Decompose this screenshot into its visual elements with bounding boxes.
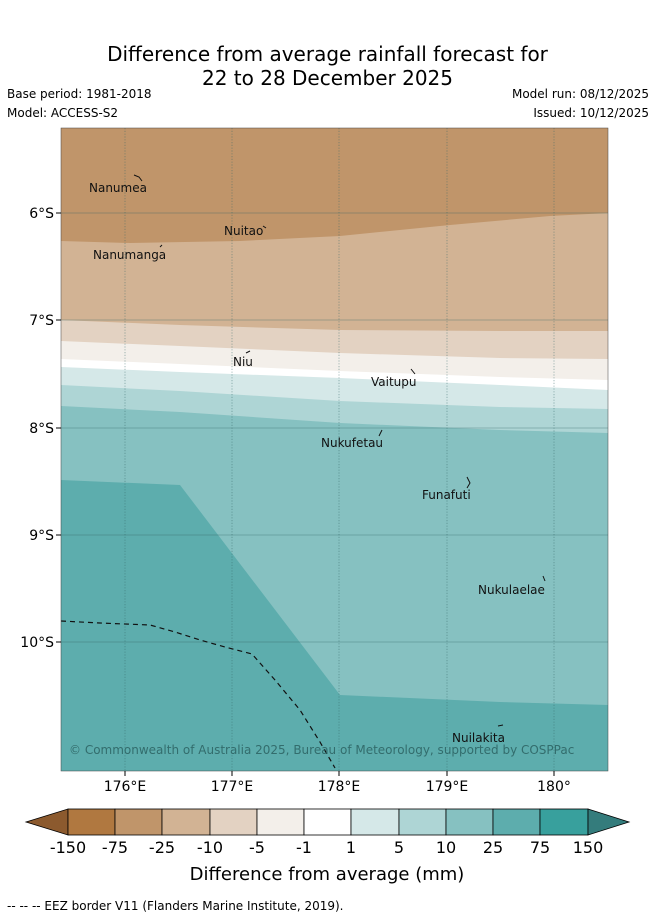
colorbar-swatch: [161, 808, 211, 836]
model-name: Model: ACCESS-S2: [7, 106, 119, 120]
lon-label: 178°E: [318, 779, 361, 795]
graticule-lon: [124, 128, 555, 771]
niu-atoll: [245, 350, 251, 354]
colorbar-swatch: [209, 808, 258, 836]
place-label: Vaitupu: [371, 375, 417, 389]
nukulaelae-atoll: [542, 575, 546, 582]
colorbar-tick: -75: [102, 838, 128, 857]
colorbar-swatch: [398, 808, 447, 836]
place-label: Nukulaelae: [478, 583, 545, 597]
copyright-notice: © Commonwealth of Australia 2025, Bureau…: [69, 743, 574, 757]
colorbar-swatch: [350, 808, 400, 836]
colorbar-swatch: [67, 808, 116, 836]
place-label: Nuilakita: [452, 731, 505, 745]
nanumea-atoll: [133, 174, 143, 182]
eez-border: [61, 620, 336, 769]
lat-label: 10°S: [20, 635, 54, 651]
nuitao-atoll: [262, 225, 267, 229]
lon-label: 179°E: [426, 779, 469, 795]
colorbar-swatch: [114, 808, 163, 836]
nukufetau-atoll: [378, 429, 383, 437]
nuilakita-atoll: [497, 724, 504, 727]
lat-label: 9°S: [29, 528, 54, 544]
colorbar-tick: 5: [394, 838, 404, 857]
colorbar-tick: -10: [197, 838, 223, 857]
map-frame: [60, 127, 609, 772]
atolls: [133, 174, 546, 727]
colorbar-tick: -5: [249, 838, 265, 857]
lon-label: 177°E: [211, 779, 254, 795]
band-minus75-minus25: [61, 128, 608, 243]
title-line-2: 22 to 28 December 2025: [201, 66, 453, 90]
colorbar-high-arrow: [587, 808, 631, 836]
colorbar-low-arrow: [24, 808, 69, 836]
lat-label: 7°S: [29, 313, 54, 329]
issued-date: Issued: 10/12/2025: [533, 106, 649, 120]
colorbar-swatch: [492, 808, 541, 836]
title-line-1: Difference from average rainfall forecas…: [107, 42, 548, 66]
nanumanga-atoll: [159, 244, 163, 248]
eez-footnote: -- -- -- EEZ border V11 (Flanders Marine…: [7, 899, 344, 913]
colorbar-tick: 150: [573, 838, 604, 857]
colorbar: [24, 808, 631, 836]
colorbar-swatch: [445, 808, 494, 836]
place-label: Nuitao: [224, 224, 263, 238]
colorbar-swatch: [256, 808, 305, 836]
chart-title: Difference from average rainfall forecas…: [0, 42, 655, 90]
colorbar-label: Difference from average (mm): [190, 864, 465, 885]
colorbar-tick: 25: [483, 838, 503, 857]
lon-label: 176°E: [104, 779, 147, 795]
lat-label: 6°S: [29, 206, 54, 222]
colorbar-tick: -25: [149, 838, 175, 857]
model-run: Model run: 08/12/2025: [511, 87, 649, 101]
lat-axis: 6°S 7°S 8°S 9°S 10°S: [20, 206, 61, 651]
vaitupu-atoll: [410, 368, 416, 375]
place-label: Nanumanga: [93, 248, 166, 262]
place-label: Funafuti: [422, 488, 471, 502]
lon-axis: 176°E 177°E 178°E 179°E 180°: [104, 771, 571, 795]
place-label: Nukufetau: [321, 436, 383, 450]
place-label: Nanumea: [89, 181, 147, 195]
colorbar-tick: 75: [530, 838, 550, 857]
colorbar-ticks: -150 -75 -25 -10 -5 -1 1 5 10 25 75 150 …: [50, 838, 603, 885]
colorbar-tick: -1: [296, 838, 312, 857]
lon-label: 180°: [537, 779, 571, 795]
base-period: Base period: 1981-2018: [7, 87, 152, 101]
colorbar-tick: -150: [50, 838, 86, 857]
lat-label: 8°S: [29, 421, 54, 437]
colorbar-tick: 1: [346, 838, 356, 857]
graticule-lat: [61, 212, 608, 643]
colorbar-tick: 10: [436, 838, 456, 857]
colorbar-swatch: [303, 808, 352, 836]
place-label: Niu: [233, 355, 253, 369]
colorbar-swatch: [539, 808, 589, 836]
funafuti-atoll: [466, 476, 471, 489]
map-area: Nanumea Nuitao Nanumanga Niu Vaitupu Nuk…: [61, 128, 608, 771]
